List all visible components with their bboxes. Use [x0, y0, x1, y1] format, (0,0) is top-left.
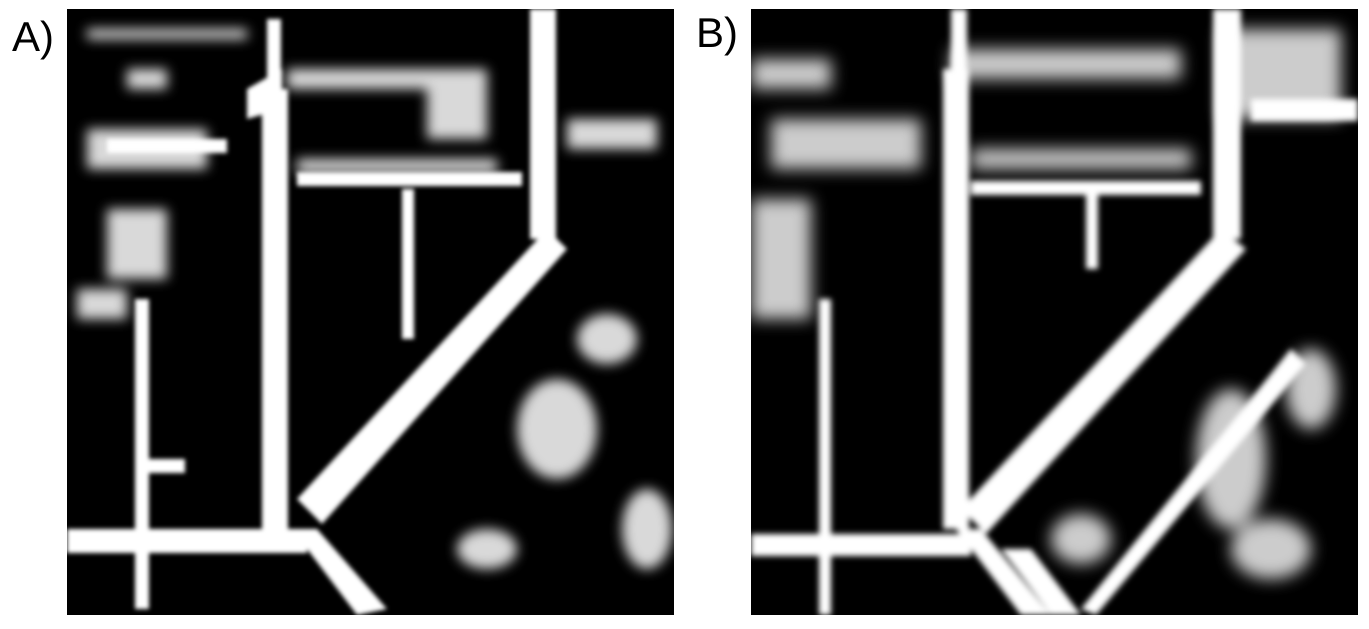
- panel-label-b: B): [696, 9, 738, 56]
- road-mask-a: [67, 9, 674, 615]
- panel-label-a: A): [12, 13, 54, 60]
- road-mask-b: [751, 9, 1358, 615]
- segmentation-map-b: [751, 9, 1358, 615]
- segmentation-map-a: [67, 9, 674, 615]
